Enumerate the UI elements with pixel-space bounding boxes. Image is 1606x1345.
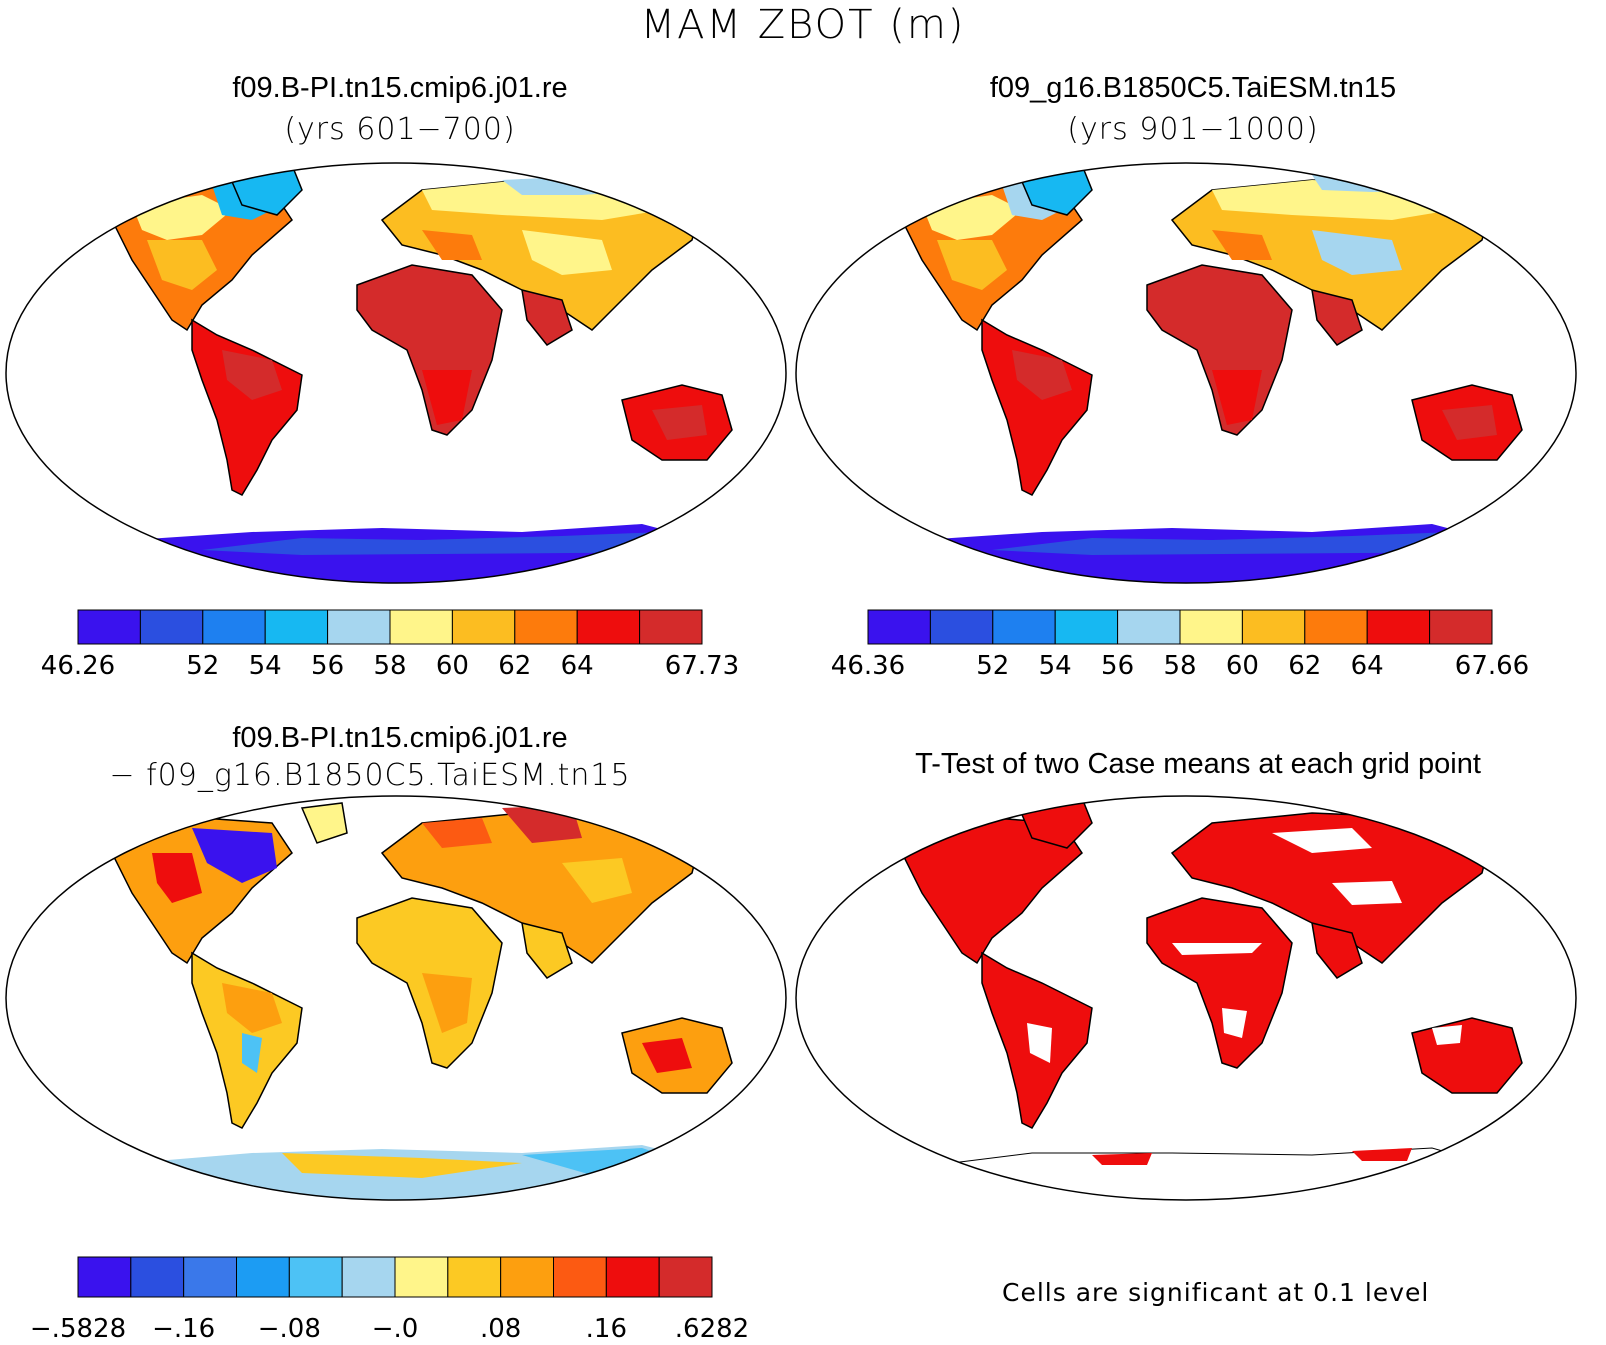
colorbar-swatch [1054,609,1119,645]
colorbar-swatch [202,609,266,645]
colorbar-swatch [500,1256,554,1298]
colorbar-swatch [183,1256,238,1298]
colorbar-swatch [1366,609,1431,645]
colorbar-swatch [130,1256,185,1298]
colorbar-tick-label: 52 [186,651,219,681]
colorbar-tick-label: 56 [1101,651,1134,681]
colorbar-swatch [451,609,516,645]
colorbar-tick-label: 52 [976,651,1009,681]
colorbar-swatch [867,609,931,645]
colorbar-tick-label: 46.26 [41,651,115,681]
colorbar-swatch [264,609,329,645]
colorbar-tick-label: 58 [373,651,406,681]
colorbar-swatch [605,1256,660,1298]
colorbar-swatch [576,609,641,645]
panel-2-subtitle: (yrs 901−1000) [1067,112,1319,147]
colorbar-swatch [394,1256,449,1298]
colorbar-tick-label: 60 [436,651,469,681]
map-ttest [795,795,1577,1201]
colorbar-difference: −.5828 −.16 −.08 −.0 .08 .16 .6282 [30,1256,749,1344]
panel-1-subtitle: (yrs 601−700) [284,112,516,147]
panel-3-subtitle: − f09_g16.B1850C5.TaiESM.tn15 [109,758,631,793]
colorbar-tick-label: 54 [249,651,282,681]
colorbar-swatch [77,1256,132,1298]
colorbar-swatch [236,1256,290,1298]
colorbar-tick-label: 64 [1351,651,1384,681]
map-case1 [5,162,787,584]
colorbar-swatch [992,609,1056,645]
colorbar-tick-label: 60 [1226,651,1259,681]
colorbar-swatch [139,609,204,645]
colorbar-swatch [1179,609,1243,645]
panel-2-title: f09_g16.B1850C5.TaiESM.tn15 [989,72,1397,104]
colorbar-swatch [1429,609,1493,645]
south-america [191,318,303,496]
colorbar-tick-label: 56 [311,651,344,681]
colorbar-swatch [658,1256,713,1298]
colorbar-swatch [77,609,141,645]
colorbar-tick-label: 54 [1039,651,1072,681]
panel-4-title: T-Test of two Case means at each grid po… [915,748,1481,780]
map-difference [5,795,787,1201]
colorbar-swatch [447,1256,502,1298]
colorbar-swatch [1304,609,1368,645]
figure-title: MAM ZBOT (m) [640,2,966,48]
map-case2 [795,162,1577,584]
colorbar-swatch [341,1256,396,1298]
significance-note: Cells are significant at 0.1 level [1002,1278,1430,1307]
colorbar-tick-label: −.0 [372,1314,419,1344]
colorbar-tick-label: 67.73 [665,651,739,681]
colorbar-swatch [1241,609,1306,645]
colorbar-tick-label: .6282 [675,1314,749,1344]
colorbar-swatch [514,609,578,645]
colorbar-swatch [389,609,453,645]
colorbar-tick-label: −.5828 [30,1314,126,1344]
colorbar-swatch [1117,609,1181,645]
colorbar-tick-label: 64 [561,651,594,681]
colorbar-tick-label: .08 [480,1314,521,1344]
colorbar-case1: 46.26 52 54 56 58 60 62 64 67.73 [41,609,739,681]
panel-1-title: f09.B-PI.tn15.cmip6.j01.re [232,72,568,104]
colorbar-tick-label: .16 [586,1314,627,1344]
colorbar-swatch [929,609,994,645]
colorbar-tick-label: −.16 [152,1314,215,1344]
colorbar-swatch [553,1256,607,1298]
colorbar-tick-label: 46.36 [831,651,905,681]
colorbar-tick-label: −.08 [258,1314,321,1344]
colorbar-tick-label: 67.66 [1455,651,1529,681]
colorbar-swatch [288,1256,343,1298]
colorbar-tick-label: 58 [1163,651,1196,681]
colorbar-tick-label: 62 [1288,651,1321,681]
colorbar-tick-label: 62 [498,651,531,681]
colorbar-case2: 46.36 52 54 56 58 60 62 64 67.66 [831,609,1529,681]
colorbar-swatch [639,609,703,645]
panel-3-title: f09.B-PI.tn15.cmip6.j01.re [232,722,568,754]
colorbar-swatch [327,609,391,645]
